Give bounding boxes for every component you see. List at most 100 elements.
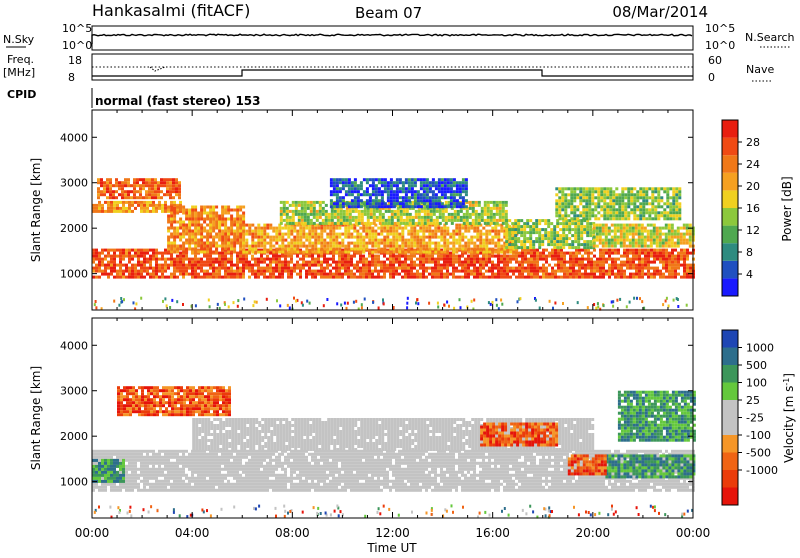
power-cell bbox=[458, 236, 461, 239]
power-cell bbox=[559, 240, 562, 243]
power-cell bbox=[441, 190, 444, 193]
power-cell bbox=[627, 199, 630, 202]
power-cell bbox=[326, 236, 329, 239]
power-cell bbox=[127, 184, 130, 187]
power-cell bbox=[194, 230, 197, 233]
power-cell bbox=[449, 273, 452, 276]
power-cell bbox=[446, 264, 449, 267]
power-cell bbox=[573, 205, 576, 208]
power-cell bbox=[575, 276, 578, 279]
power-cell bbox=[446, 248, 449, 251]
power-cell bbox=[677, 258, 680, 261]
power-cell bbox=[371, 258, 374, 261]
power-cell bbox=[654, 187, 657, 190]
power-cell bbox=[200, 209, 203, 212]
power-cell bbox=[617, 227, 620, 230]
power-cell bbox=[185, 267, 188, 270]
power-cell bbox=[281, 251, 284, 254]
power-cell bbox=[437, 242, 440, 245]
power-cell bbox=[605, 270, 608, 273]
power-cell bbox=[487, 204, 490, 207]
power-cell bbox=[341, 276, 344, 279]
power-cell bbox=[362, 273, 365, 276]
power-cell bbox=[641, 230, 644, 233]
power-cell bbox=[453, 307, 455, 310]
power-cell bbox=[416, 270, 419, 273]
power-cell bbox=[275, 255, 278, 258]
power-cell bbox=[178, 187, 181, 190]
power-cell bbox=[458, 233, 461, 236]
power-cell bbox=[221, 221, 224, 224]
power-cell bbox=[257, 258, 260, 261]
power-cell bbox=[599, 261, 602, 264]
power-cell bbox=[426, 205, 429, 208]
power-cell bbox=[580, 237, 583, 240]
power-cell bbox=[120, 297, 122, 300]
power-cell bbox=[148, 190, 151, 193]
power-cell bbox=[620, 233, 623, 236]
power-cell bbox=[450, 202, 453, 205]
power-cell bbox=[221, 252, 224, 255]
power-cell bbox=[464, 270, 467, 273]
power-cell bbox=[653, 249, 656, 252]
power-cell bbox=[151, 187, 154, 190]
power-cell bbox=[615, 202, 618, 205]
power-cell bbox=[650, 249, 653, 252]
power-cell bbox=[469, 204, 472, 207]
power-cell bbox=[290, 230, 293, 233]
power-cell bbox=[107, 255, 110, 258]
power-cell bbox=[495, 298, 497, 301]
power-cell bbox=[179, 270, 182, 273]
power-cell bbox=[551, 267, 554, 270]
power-cell bbox=[561, 199, 564, 202]
power-cell bbox=[352, 219, 355, 222]
power-cell bbox=[185, 212, 188, 215]
power-cell bbox=[347, 251, 350, 254]
power-cell bbox=[179, 227, 182, 230]
power-cell bbox=[424, 216, 427, 219]
power-cell bbox=[456, 187, 459, 190]
power-cell bbox=[432, 205, 435, 208]
power-cell bbox=[565, 222, 568, 225]
power-cell bbox=[302, 251, 305, 254]
power-cell bbox=[155, 252, 158, 255]
power-cell bbox=[347, 227, 350, 230]
power-cell bbox=[605, 261, 608, 264]
power-cell bbox=[653, 255, 656, 258]
power-cell bbox=[423, 190, 426, 193]
power-cell bbox=[125, 201, 128, 204]
power-cell bbox=[367, 216, 370, 219]
power-cell bbox=[644, 255, 647, 258]
power-cell bbox=[443, 242, 446, 245]
power-cell bbox=[612, 196, 615, 199]
power-cell bbox=[438, 178, 441, 181]
power-cell bbox=[266, 298, 268, 301]
power-cell bbox=[245, 230, 248, 233]
power-cell bbox=[275, 227, 278, 230]
power-cell bbox=[505, 240, 508, 243]
power-cell bbox=[283, 213, 286, 216]
power-cell bbox=[497, 245, 500, 248]
power-cell bbox=[662, 273, 665, 276]
power-cell bbox=[671, 273, 674, 276]
power-cell bbox=[417, 178, 420, 181]
power-cell bbox=[618, 193, 621, 196]
power-cell bbox=[107, 264, 110, 267]
power-cell bbox=[167, 245, 170, 248]
power-cell bbox=[95, 258, 98, 261]
power-cell bbox=[326, 273, 329, 276]
power-cell bbox=[148, 193, 151, 196]
power-cell bbox=[146, 207, 149, 210]
power-cell bbox=[517, 222, 520, 225]
power-cell bbox=[683, 261, 686, 264]
power-cell bbox=[665, 276, 668, 279]
power-cell bbox=[608, 255, 611, 258]
power-cell bbox=[176, 270, 179, 273]
power-cell bbox=[554, 264, 557, 267]
power-cell bbox=[182, 248, 185, 251]
power-cell bbox=[194, 209, 197, 212]
power-cell bbox=[491, 248, 494, 251]
power-cell bbox=[298, 204, 301, 207]
power-cell bbox=[422, 270, 425, 273]
power-cell bbox=[678, 196, 681, 199]
